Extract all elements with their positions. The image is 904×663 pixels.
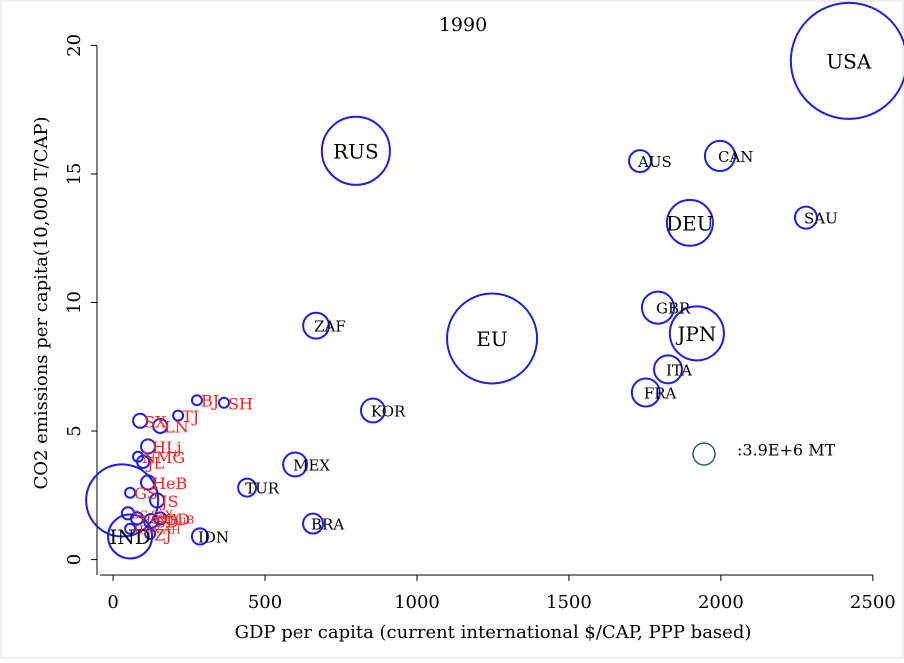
x-tick-label: 2500: [850, 592, 896, 613]
bubble-label: SX: [144, 412, 167, 431]
bubble: [703, 139, 737, 173]
x-tick-label: 500: [248, 592, 282, 613]
bubble-label: AUS: [637, 153, 672, 171]
bubble-label: SC,SaX: [132, 508, 173, 521]
bubble: [124, 486, 137, 499]
x-tick-label: 1000: [394, 592, 440, 613]
bubble-label: USA: [826, 49, 872, 73]
bubble-label: MEX: [293, 456, 330, 474]
bubble: [190, 527, 210, 546]
bubble: [789, 1, 904, 120]
bubble-label: NMG: [142, 448, 185, 467]
bubble: [668, 305, 725, 362]
bubble-label: JPN: [675, 322, 716, 346]
bubble-label: GD: [164, 510, 190, 529]
y-tick-label: 20: [64, 34, 85, 57]
bubble-label: IDN: [198, 528, 229, 546]
bubble-label: KOR: [371, 402, 406, 420]
bubble: [302, 311, 331, 340]
x-tick-label: 0: [107, 592, 118, 613]
bubble-label: HeN,HuB: [141, 513, 194, 526]
bubble-label: HLj: [152, 438, 182, 457]
x-tick-label: 1500: [546, 592, 592, 613]
x-axis-label: GDP per capita (current international $/…: [235, 622, 752, 643]
y-axis-label: CO2 emissions per capita(10,000 T/CAP): [31, 116, 52, 489]
bubble-label: ITA: [666, 361, 692, 379]
bubble-label: TJ: [182, 407, 199, 426]
bubble: [237, 477, 258, 498]
bubble: [630, 377, 661, 408]
bubble: [446, 292, 539, 385]
bubble-label: TUR: [245, 480, 280, 498]
bubble: [320, 115, 391, 186]
bubble: [124, 522, 137, 535]
bubble: [153, 511, 168, 526]
bubble: [85, 463, 160, 538]
bubble-label: GS: [134, 484, 158, 503]
y-tick-label: 0: [64, 554, 85, 565]
bubble-label: BJ: [201, 392, 219, 411]
bubble: [139, 474, 157, 491]
bubble: [302, 512, 325, 535]
bubble-label: GBR: [656, 300, 691, 318]
bubble: [190, 394, 203, 407]
bubble: [129, 511, 145, 526]
size-legend-marker: [692, 442, 716, 466]
bubble: [139, 438, 157, 455]
bubble-label: HeB: [152, 474, 187, 493]
y-tick-label: 5: [64, 425, 85, 436]
bubble-label: DEU: [666, 211, 714, 235]
bubble: [665, 198, 714, 247]
bubble: [172, 409, 185, 422]
bubble: [282, 451, 309, 478]
bubble-label: SAU: [804, 210, 838, 228]
bubble: [136, 454, 151, 469]
bubble: [218, 396, 230, 409]
bubble-label: SD: [155, 513, 179, 532]
bubble: [152, 417, 169, 434]
bubble-label: SH: [228, 394, 253, 413]
bubble-label: FRA: [644, 384, 677, 402]
bubble: [132, 412, 149, 429]
bubble: [149, 492, 166, 509]
bubble: [359, 397, 386, 424]
bubble-label: JL: [145, 453, 164, 472]
y-tick-label: 10: [64, 291, 85, 314]
bubble-label: IND: [109, 525, 150, 549]
bubble: [640, 290, 676, 325]
bubble: [793, 205, 818, 230]
bubble-label: CAN: [718, 148, 753, 166]
bubble-label: EU: [476, 327, 507, 351]
bubble-label: ZJ: [154, 525, 172, 544]
bubble: [653, 354, 683, 385]
chart-title: 1990: [439, 14, 487, 36]
x-tick-label: 2000: [698, 592, 744, 613]
y-tick-label: 15: [64, 163, 85, 186]
bubble-label: BRA: [311, 516, 344, 534]
bubble: [628, 149, 653, 174]
size-legend-label: :3.9E+6 MT: [737, 441, 836, 460]
bubble-label: RUS: [333, 139, 379, 163]
bubble-label: JS: [159, 492, 178, 511]
bubble: [144, 527, 157, 540]
bubble: [107, 513, 154, 560]
bubble-label: HuN,AH: [134, 524, 181, 537]
bubble-label: LN: [164, 417, 189, 436]
bubble-label: ZAF: [314, 318, 346, 336]
